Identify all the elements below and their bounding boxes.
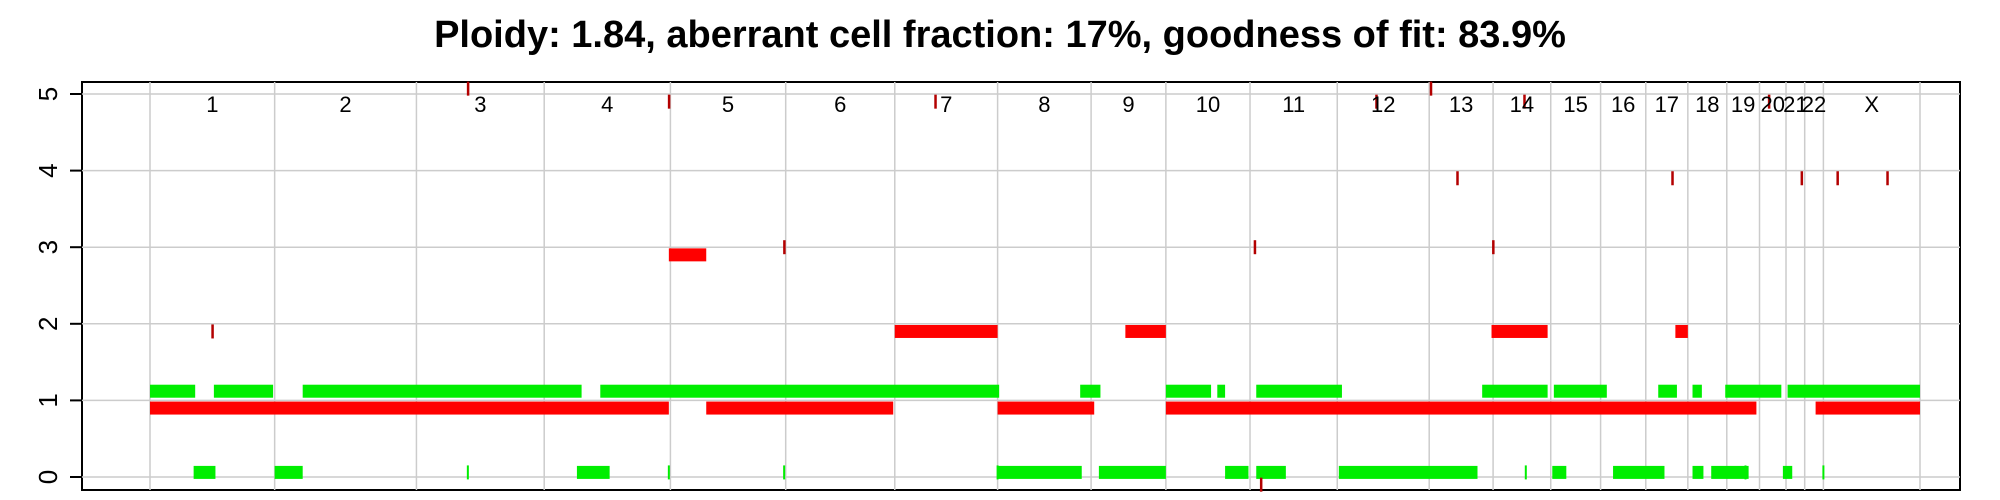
y-tick-label: 1 bbox=[33, 393, 63, 407]
outlier-tick bbox=[1253, 240, 1257, 255]
chromosome-label: 20 bbox=[1761, 92, 1785, 117]
cn-segment bbox=[1658, 384, 1677, 398]
cn-segment bbox=[1338, 465, 1478, 479]
cn-segment bbox=[1125, 324, 1166, 338]
cn-segment bbox=[1613, 465, 1665, 479]
chromosome-label: 8 bbox=[1038, 92, 1050, 117]
chromosome-label: 9 bbox=[1122, 92, 1134, 117]
minor-segment-tick bbox=[1822, 465, 1825, 480]
cn-segment bbox=[150, 401, 669, 415]
chromosome-label: 2 bbox=[339, 92, 351, 117]
chromosome-label: 17 bbox=[1655, 92, 1679, 117]
cn-segment bbox=[706, 401, 894, 415]
cn-segment bbox=[1782, 465, 1793, 479]
cn-segment bbox=[1256, 384, 1342, 398]
minor-segment-tick bbox=[1524, 465, 1527, 480]
chromosome-label: 19 bbox=[1731, 92, 1755, 117]
outlier-tick bbox=[1523, 94, 1526, 109]
tick-layer bbox=[211, 81, 1889, 492]
outlier-tick bbox=[1671, 171, 1674, 186]
cn-segment bbox=[1692, 384, 1702, 398]
outlier-tick bbox=[1456, 171, 1459, 186]
chromosome-label: 14 bbox=[1510, 92, 1534, 117]
outlier-tick bbox=[1375, 94, 1378, 109]
chromosome-label: 10 bbox=[1196, 92, 1220, 117]
minor-segment-tick bbox=[466, 465, 469, 480]
chromosome-label: 7 bbox=[940, 92, 952, 117]
outlier-tick bbox=[1886, 171, 1889, 186]
chromosome-label: X bbox=[1864, 92, 1879, 117]
y-tick-label: 0 bbox=[33, 470, 63, 484]
cn-segment bbox=[600, 384, 1000, 398]
chromosome-label: 12 bbox=[1371, 92, 1395, 117]
outlier-tick bbox=[1492, 240, 1495, 255]
cn-segment bbox=[1815, 401, 1920, 415]
cn-segment bbox=[1225, 465, 1236, 479]
cn-segment bbox=[274, 465, 303, 479]
minor-segment-tick bbox=[1744, 465, 1747, 480]
chromosome-label: 16 bbox=[1611, 92, 1635, 117]
cn-segment bbox=[1787, 384, 1920, 398]
outlier-tick bbox=[667, 94, 671, 109]
cn-segment bbox=[1165, 401, 1757, 415]
cn-segment bbox=[1482, 384, 1548, 398]
outlier-tick bbox=[1429, 81, 1433, 96]
cn-segment bbox=[1098, 465, 1166, 479]
cn-segment bbox=[1491, 324, 1548, 338]
chart-title: Ploidy: 1.84, aberrant cell fraction: 17… bbox=[434, 14, 1566, 56]
cn-segment bbox=[1165, 384, 1212, 398]
chromosome-label: 13 bbox=[1449, 92, 1473, 117]
chromosome-label: 3 bbox=[474, 92, 486, 117]
outlier-tick bbox=[1259, 477, 1263, 492]
outlier-tick bbox=[211, 324, 214, 339]
chromosome-label: 22 bbox=[1802, 92, 1826, 117]
chromosome-label: 6 bbox=[834, 92, 846, 117]
cn-segment bbox=[1552, 465, 1567, 479]
cn-segment bbox=[1235, 465, 1249, 479]
outlier-tick bbox=[466, 81, 470, 96]
chromosome-label: 18 bbox=[1695, 92, 1719, 117]
cn-segment bbox=[1080, 384, 1101, 398]
chromosome-label: 1 bbox=[206, 92, 218, 117]
cn-segment bbox=[1692, 465, 1704, 479]
cn-segment bbox=[1725, 384, 1782, 398]
cn-segment bbox=[193, 465, 216, 479]
y-tick-label: 4 bbox=[33, 163, 63, 177]
minor-segment-tick bbox=[996, 465, 999, 480]
cn-segment bbox=[302, 384, 582, 398]
outlier-tick bbox=[1767, 94, 1771, 109]
chromosome-label: 5 bbox=[722, 92, 734, 117]
chromosome-label: 11 bbox=[1282, 92, 1305, 117]
cn-segment bbox=[1256, 465, 1286, 479]
chromosome-label: 4 bbox=[601, 92, 613, 117]
segment-layer bbox=[150, 248, 1920, 479]
cn-segment bbox=[997, 401, 1095, 415]
outlier-tick bbox=[1836, 171, 1839, 186]
cn-segment bbox=[150, 384, 196, 398]
chromosome-label: 21 bbox=[1783, 92, 1807, 117]
outlier-tick bbox=[783, 240, 786, 255]
minor-segment-tick bbox=[783, 465, 786, 480]
outlier-tick bbox=[1800, 171, 1804, 186]
cn-segment bbox=[997, 465, 1082, 479]
y-tick-label: 2 bbox=[33, 317, 63, 331]
cn-segment bbox=[1675, 324, 1688, 338]
chromosome-label: 15 bbox=[1563, 92, 1587, 117]
cn-segment bbox=[894, 324, 998, 338]
plot-area-frame bbox=[81, 81, 1961, 491]
cn-segment bbox=[1711, 465, 1749, 479]
outlier-tick bbox=[934, 94, 937, 109]
cn-segment bbox=[576, 465, 610, 479]
cn-segment bbox=[1217, 384, 1226, 398]
minor-segment-tick bbox=[667, 465, 670, 480]
y-tick-label: 3 bbox=[33, 240, 63, 254]
cn-segment bbox=[668, 248, 707, 262]
cn-segment bbox=[1553, 384, 1607, 398]
y-tick-label: 5 bbox=[33, 87, 63, 101]
cn-segment bbox=[213, 384, 274, 398]
